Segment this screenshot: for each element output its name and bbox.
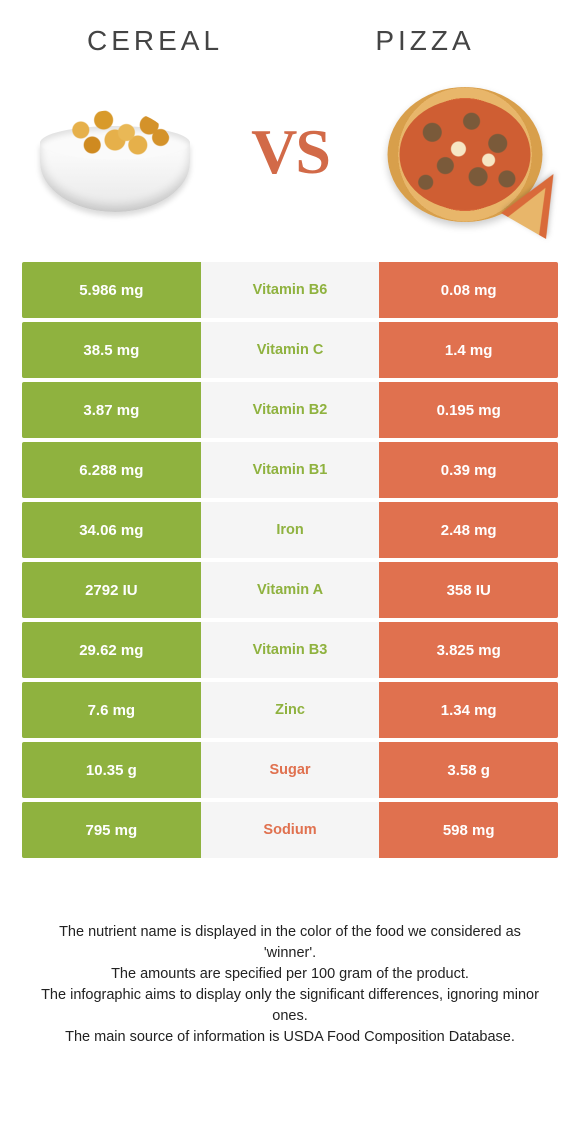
images-row: VS bbox=[0, 67, 580, 262]
footer-line: The amounts are specified per 100 gram o… bbox=[32, 964, 548, 985]
footer-line: The nutrient name is displayed in the co… bbox=[32, 922, 548, 964]
nutrient-label-cell: Vitamin B2 bbox=[201, 382, 380, 438]
left-value-cell: 3.87 mg bbox=[22, 382, 201, 438]
nutrient-label-cell: Vitamin B1 bbox=[201, 442, 380, 498]
right-value-cell: 0.195 mg bbox=[379, 382, 558, 438]
table-row: 34.06 mgIron2.48 mg bbox=[22, 502, 558, 558]
pizza-image bbox=[380, 82, 550, 222]
left-value-cell: 29.62 mg bbox=[22, 622, 201, 678]
right-value-cell: 358 IU bbox=[379, 562, 558, 618]
table-row: 5.986 mgVitamin B60.08 mg bbox=[22, 262, 558, 318]
footer-line: The infographic aims to display only the… bbox=[32, 985, 548, 1027]
nutrient-label-cell: Vitamin B3 bbox=[201, 622, 380, 678]
table-row: 2792 IUVitamin A358 IU bbox=[22, 562, 558, 618]
right-value-cell: 2.48 mg bbox=[379, 502, 558, 558]
nutrient-label-cell: Vitamin C bbox=[201, 322, 380, 378]
table-row: 7.6 mgZinc1.34 mg bbox=[22, 682, 558, 738]
table-row: 29.62 mgVitamin B33.825 mg bbox=[22, 622, 558, 678]
left-value-cell: 34.06 mg bbox=[22, 502, 201, 558]
table-row: 795 mgSodium598 mg bbox=[22, 802, 558, 858]
right-value-cell: 1.4 mg bbox=[379, 322, 558, 378]
left-value-cell: 5.986 mg bbox=[22, 262, 201, 318]
right-value-cell: 598 mg bbox=[379, 802, 558, 858]
nutrient-label-cell: Sodium bbox=[201, 802, 380, 858]
nutrient-label-cell: Vitamin A bbox=[201, 562, 380, 618]
table-row: 38.5 mgVitamin C1.4 mg bbox=[22, 322, 558, 378]
left-value-cell: 795 mg bbox=[22, 802, 201, 858]
left-food-title: CEREAL bbox=[20, 25, 290, 57]
table-row: 10.35 gSugar3.58 g bbox=[22, 742, 558, 798]
nutrient-label-cell: Zinc bbox=[201, 682, 380, 738]
left-value-cell: 2792 IU bbox=[22, 562, 201, 618]
vs-badge: VS bbox=[251, 115, 329, 189]
right-value-cell: 1.34 mg bbox=[379, 682, 558, 738]
right-food-title: PIZZA bbox=[290, 25, 560, 57]
right-value-cell: 0.08 mg bbox=[379, 262, 558, 318]
comparison-table: 5.986 mgVitamin B60.08 mg38.5 mgVitamin … bbox=[0, 262, 580, 858]
left-value-cell: 10.35 g bbox=[22, 742, 201, 798]
cereal-bowl-icon bbox=[40, 142, 190, 212]
cereal-image bbox=[30, 82, 200, 222]
table-row: 6.288 mgVitamin B10.39 mg bbox=[22, 442, 558, 498]
table-row: 3.87 mgVitamin B20.195 mg bbox=[22, 382, 558, 438]
left-value-cell: 7.6 mg bbox=[22, 682, 201, 738]
right-value-cell: 3.58 g bbox=[379, 742, 558, 798]
nutrient-label-cell: Vitamin B6 bbox=[201, 262, 380, 318]
footer-notes: The nutrient name is displayed in the co… bbox=[0, 862, 580, 1048]
footer-line: The main source of information is USDA F… bbox=[32, 1027, 548, 1048]
header-titles: CEREAL PIZZA bbox=[0, 0, 580, 67]
cereal-flakes-icon bbox=[58, 110, 172, 160]
left-value-cell: 38.5 mg bbox=[22, 322, 201, 378]
nutrient-label-cell: Iron bbox=[201, 502, 380, 558]
right-value-cell: 3.825 mg bbox=[379, 622, 558, 678]
pizza-base-icon bbox=[388, 87, 543, 222]
right-value-cell: 0.39 mg bbox=[379, 442, 558, 498]
left-value-cell: 6.288 mg bbox=[22, 442, 201, 498]
nutrient-label-cell: Sugar bbox=[201, 742, 380, 798]
